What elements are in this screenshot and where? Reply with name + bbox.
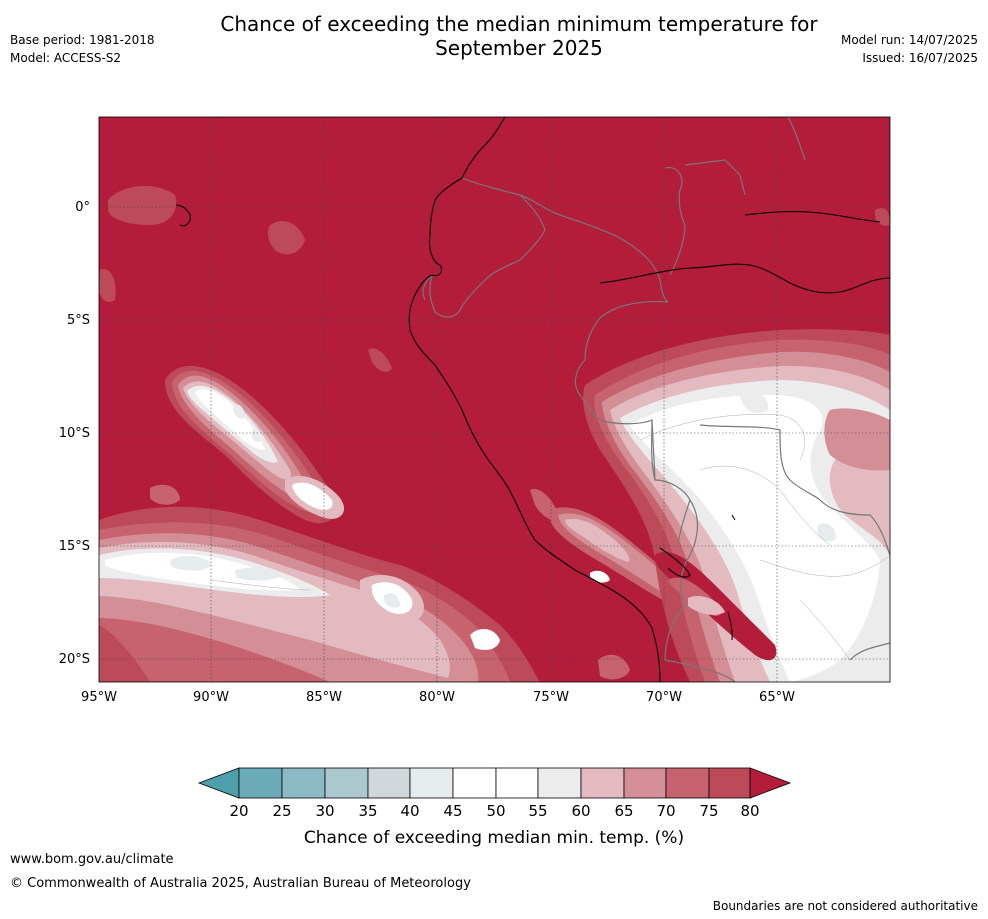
legend-tick: 75 — [699, 802, 718, 820]
legend-swatch — [665, 767, 710, 799]
lon-label: 70°W — [646, 690, 682, 705]
latitude-labels: 0° 5°S 10°S 15°S 20°S — [59, 200, 90, 667]
legend-swatch — [495, 767, 539, 799]
legend-tick: 80 — [740, 802, 759, 820]
map-title: Chance of exceeding the median minimum t… — [160, 12, 878, 60]
legend-arrow-low — [197, 767, 240, 799]
longitude-labels: 95°W 90°W 85°W 80°W 75°W 70°W 65°W — [81, 690, 795, 705]
lon-label: 75°W — [533, 690, 569, 705]
model-run-label: Model run: 14/07/2025 — [840, 33, 978, 47]
lon-label: 80°W — [419, 690, 455, 705]
legend-colorbar: 20 25 30 35 40 45 50 55 60 65 70 75 80 C… — [197, 767, 792, 848]
legend-swatch — [367, 767, 411, 799]
map-title-line-2: September 2025 — [435, 36, 603, 60]
lat-label: 5°S — [67, 313, 90, 328]
header-meta-left: Base period: 1981-2018 Model: ACCESS-S2 — [10, 31, 155, 67]
lon-label: 95°W — [81, 690, 117, 705]
legend-tick: 65 — [614, 802, 633, 820]
legend-ticks: 20 25 30 35 40 45 50 55 60 65 70 75 80 — [229, 802, 759, 820]
map-frame — [98, 116, 891, 683]
map-title-line-1: Chance of exceeding the median minimum t… — [220, 12, 818, 36]
footer-copyright: © Commonwealth of Australia 2025, Austra… — [10, 876, 471, 891]
legend-swatch — [623, 767, 667, 799]
legend-swatch — [409, 767, 454, 799]
legend-swatch — [708, 767, 751, 799]
legend-swatch — [281, 767, 326, 799]
legend-swatch — [537, 767, 582, 799]
lon-label: 85°W — [306, 690, 342, 705]
footer-note: Boundaries are not considered authoritat… — [712, 899, 978, 913]
contour-lines — [209, 414, 890, 661]
legend-tick: 60 — [571, 802, 590, 820]
interior-contours — [583, 329, 890, 682]
lat-label: 0° — [75, 200, 90, 215]
legend-swatch — [238, 767, 283, 799]
legend-tick: 45 — [443, 802, 462, 820]
lat-label: 20°S — [59, 652, 90, 667]
lon-label: 90°W — [193, 690, 229, 705]
forecast-map — [99, 117, 890, 682]
legend-tick: 55 — [528, 802, 547, 820]
legend-tick: 70 — [656, 802, 675, 820]
legend-title: Chance of exceeding median min. temp. (%… — [304, 828, 684, 848]
legend-arrow-high — [749, 767, 792, 799]
model-label: Model: ACCESS-S2 — [10, 51, 122, 65]
coastline — [175, 117, 890, 682]
graticule — [99, 117, 890, 682]
footer-url: www.bom.gov.au/climate — [10, 852, 174, 867]
legend-swatch — [580, 767, 625, 799]
header-meta-right: Model run: 14/07/2025 Issued: 16/07/2025 — [841, 31, 978, 67]
base-period-label: Base period: 1981-2018 — [10, 33, 155, 47]
legend-tick: 40 — [400, 802, 419, 820]
lat-label: 10°S — [59, 426, 90, 441]
legend-tick: 50 — [486, 802, 505, 820]
lat-label: 15°S — [59, 539, 90, 554]
legend-swatch — [452, 767, 497, 799]
pacific-contours — [99, 185, 890, 682]
issued-label: Issued: 16/07/2025 — [862, 51, 978, 65]
legend-tick: 35 — [358, 802, 377, 820]
legend-tick: 30 — [315, 802, 334, 820]
legend-tick: 25 — [272, 802, 291, 820]
legend-swatch — [324, 767, 369, 799]
lon-label: 65°W — [759, 690, 795, 705]
legend-tick: 20 — [229, 802, 248, 820]
country-boundaries — [422, 117, 890, 682]
